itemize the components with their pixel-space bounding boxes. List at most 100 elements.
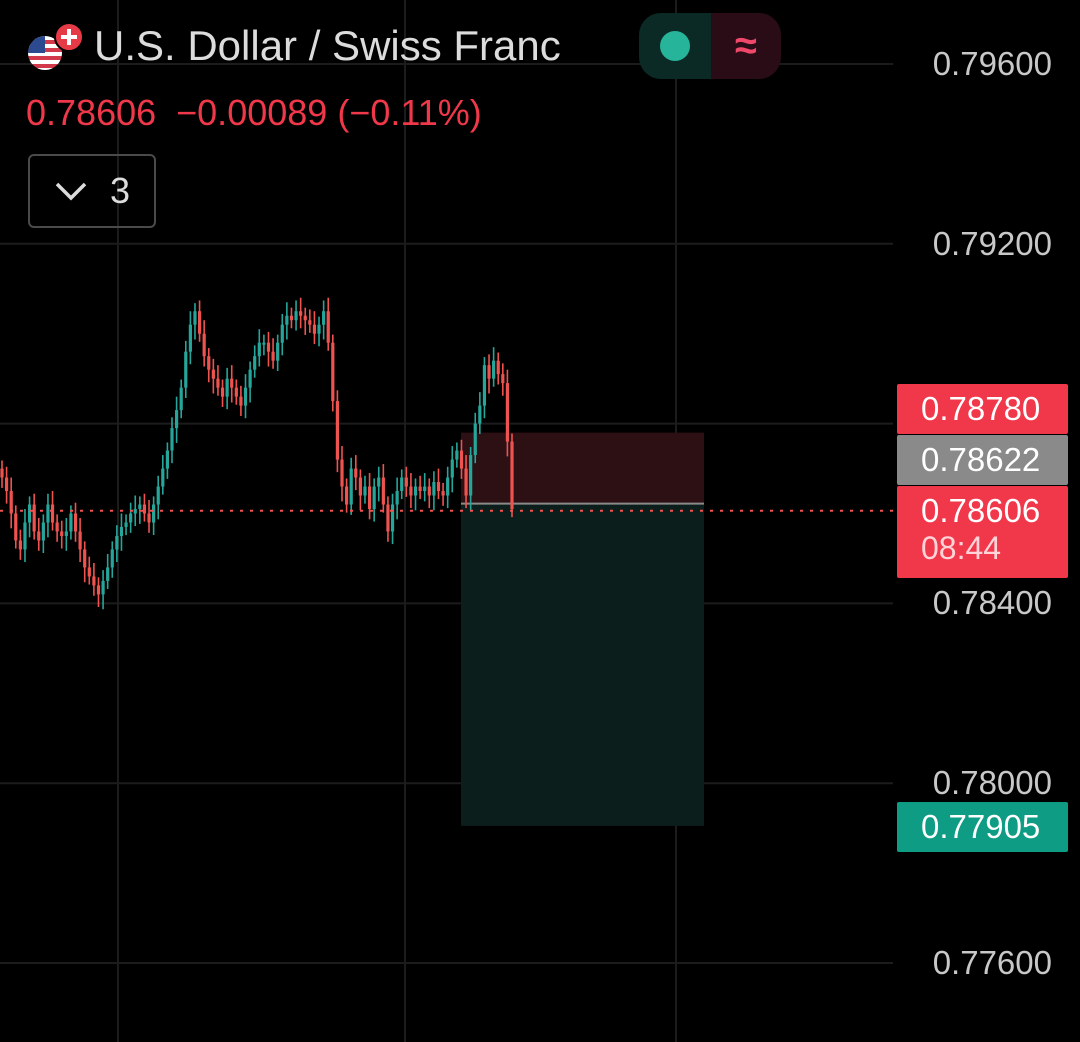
price-axis-label: 0.79600 (932, 45, 1052, 82)
bar-countdown: 08:44 (921, 530, 1002, 566)
candle-body (280, 324, 284, 343)
candle-body (331, 342, 335, 402)
candle-body (482, 365, 487, 406)
current-price-tag[interactable]: 0.78606 08:44 (897, 486, 1068, 578)
price-change-percent: (−0.11%) (337, 92, 482, 133)
candle-body (96, 585, 101, 595)
candle-body (69, 513, 73, 532)
candle-body (409, 486, 413, 496)
symbol-title[interactable]: U.S. Dollar / Swiss Franc (94, 22, 561, 69)
candle-body (335, 401, 340, 460)
candle-body (381, 477, 385, 505)
candle-body (469, 455, 473, 496)
price-axis-label: 0.79200 (932, 225, 1052, 262)
candle-body (147, 513, 151, 523)
candle-body (299, 311, 303, 316)
candle-body (248, 369, 252, 388)
candle-body (404, 477, 408, 487)
candlestick-series (0, 297, 514, 610)
candle-body (239, 396, 243, 406)
stop-loss-price-tag[interactable]: 0.78780 (897, 384, 1068, 434)
candle-body (110, 549, 114, 568)
candle-body (41, 522, 45, 541)
candle-body (354, 468, 358, 478)
candle-body (165, 450, 170, 469)
take-profit-price-tag[interactable]: 0.77905 (897, 802, 1068, 852)
indicator-count: 3 (109, 170, 131, 211)
candle-body (450, 459, 454, 478)
candle-body (184, 351, 188, 388)
candle-body (152, 504, 156, 523)
candle-body (23, 522, 27, 550)
candle-body (377, 477, 381, 487)
candle-body (60, 531, 64, 536)
candle-body (188, 324, 192, 352)
candle-body (32, 504, 36, 532)
candle-body (303, 315, 307, 321)
candle-body (418, 486, 422, 492)
candle-body (312, 324, 317, 334)
candle-body (423, 486, 427, 492)
candle-body (87, 567, 91, 577)
market-open-dot-icon (639, 13, 711, 79)
candle-body (464, 468, 468, 496)
candle-body (142, 504, 147, 514)
candle-body (14, 513, 18, 541)
position-tool[interactable] (461, 432, 704, 826)
candle-body (78, 531, 82, 550)
symbol-header[interactable]: U.S. Dollar / Swiss Franc (26, 18, 561, 74)
candle-body (156, 486, 160, 505)
candle-body (83, 549, 87, 568)
candle-body (161, 468, 165, 487)
candle-body (322, 311, 326, 325)
candle-body (478, 405, 482, 424)
quote-line: 0.78606 −0.00089 (−0.11%) (26, 92, 482, 134)
candle-body (441, 491, 445, 496)
candle-body (27, 504, 32, 523)
us-flag-icon (28, 36, 62, 70)
candle-body (50, 504, 55, 523)
indicators-toggle-button[interactable]: 3 (28, 154, 156, 228)
candle-body (37, 531, 41, 541)
candle-body (308, 320, 312, 325)
candle-body (473, 423, 477, 456)
candle-body (64, 531, 68, 536)
candle-body (505, 383, 510, 442)
candle-body (501, 374, 505, 384)
candle-body (4, 477, 9, 492)
approx-icon: ≈ (711, 13, 781, 79)
currency-pair-flags (26, 18, 84, 74)
candle-body (106, 567, 110, 581)
candle-body (216, 378, 220, 388)
candle-body (170, 428, 174, 451)
candle-body (124, 522, 128, 527)
candle-body (18, 540, 22, 550)
candle-body (294, 311, 298, 321)
candle-body (413, 486, 418, 496)
candle-body (317, 324, 321, 334)
price-axis-label: 0.77600 (932, 944, 1052, 981)
take-profit-zone (461, 503, 704, 826)
candle-body (492, 360, 496, 379)
candle-body (289, 315, 294, 321)
chevron-down-icon (55, 182, 87, 201)
candle-body (349, 468, 353, 505)
candle-body (225, 378, 229, 397)
candle-body (363, 486, 367, 496)
candle-body (459, 450, 464, 469)
candle-body (326, 311, 330, 343)
candle-body (446, 477, 450, 496)
candle-body (510, 441, 514, 510)
candle-body (271, 351, 275, 361)
candle-body (400, 477, 404, 492)
market-status-pill[interactable]: ≈ (639, 13, 781, 79)
candle-body (73, 513, 78, 532)
candle-body (179, 387, 183, 411)
candle-body (340, 459, 344, 487)
candle-body (55, 522, 59, 532)
entry-price-tag[interactable]: 0.78622 (897, 435, 1068, 485)
candle-body (390, 504, 395, 532)
candle-body (92, 576, 96, 586)
candle-body (285, 315, 289, 325)
